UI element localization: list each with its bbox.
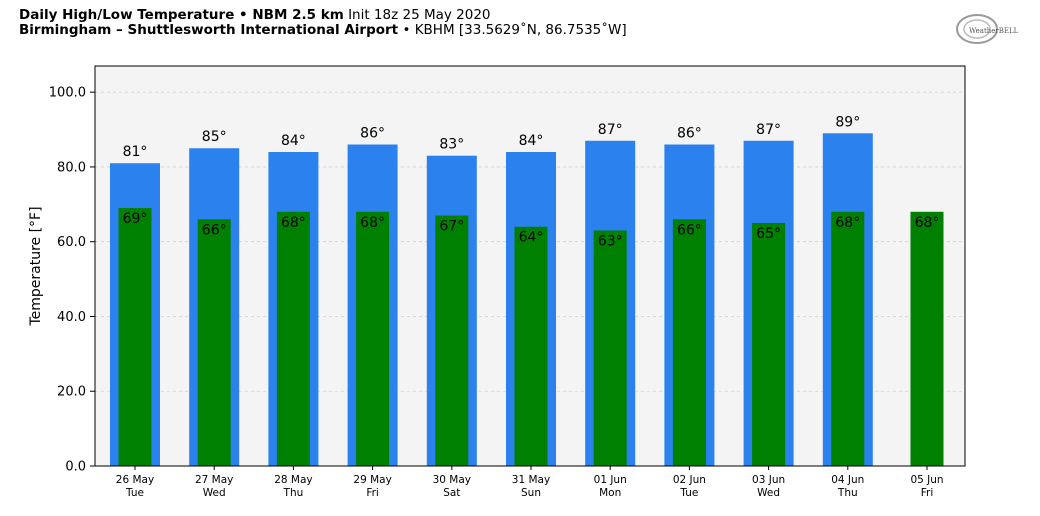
high-temp-label: 86° [677, 126, 702, 142]
init-time: Init 18z 25 May 2020 [348, 7, 491, 23]
y-tick-label: 60.0 [57, 235, 86, 250]
y-axis: 0.0 20.0 40.0 60.0 80.0 100.0 [49, 86, 95, 475]
x-tick-date: 31 May [512, 474, 550, 486]
x-tick-date: 05 Jun [910, 474, 943, 486]
low-temp-bar [752, 223, 786, 466]
x-tick-day: Fri [366, 487, 379, 499]
low-temp-label: 65° [756, 226, 781, 242]
high-temp-label: 85° [202, 129, 227, 145]
high-temp-label: 89° [835, 114, 860, 130]
low-temp-label: 67° [439, 219, 464, 235]
high-temp-label: 81° [123, 144, 148, 160]
y-tick-label: 80.0 [57, 160, 86, 175]
x-tick-day: Thu [837, 487, 858, 499]
high-temp-label: 84° [519, 133, 544, 149]
x-tick-day: Mon [599, 487, 621, 499]
location-line: Birmingham – Shuttlesworth International… [19, 23, 627, 38]
low-temp-bar [910, 211, 944, 466]
location-coordinates: • KBHM [33.5629˚N, 86.7535˚W] [402, 22, 627, 38]
low-temp-bar [593, 230, 627, 466]
high-temp-label: 87° [598, 122, 623, 138]
x-tick-date: 04 Jun [831, 474, 864, 486]
bar-value-labels: 81° 69° 85° 66° 84° 68° 86° 68° 83° 67° 84° 64° 87° 6… [123, 114, 940, 249]
low-temp-label: 69° [123, 211, 148, 227]
low-temp-bar [672, 219, 706, 466]
chart-title-line: Daily High/Low Temperature • NBM 2.5 km … [19, 8, 627, 23]
x-tick-day: Fri [921, 487, 934, 499]
x-tick-day: Wed [757, 487, 780, 499]
weatherbell-logo: WeatherBELL [956, 14, 1019, 44]
x-tick-day: Tue [679, 487, 698, 499]
low-temp-label: 68° [281, 215, 306, 231]
chart-title: Daily High/Low Temperature • NBM 2.5 km [19, 7, 344, 23]
x-tick-day: Wed [203, 487, 226, 499]
high-temp-label: 83° [439, 137, 464, 153]
y-tick-label: 20.0 [57, 385, 86, 400]
x-tick-date: 26 May [116, 474, 154, 486]
location-name: Birmingham – Shuttlesworth International… [19, 22, 399, 38]
y-axis-label: Temperature [°F] [28, 206, 44, 326]
x-tick-date: 27 May [195, 474, 233, 486]
high-temp-label: 87° [756, 122, 781, 138]
y-tick-label: 0.0 [65, 460, 86, 475]
low-temp-label: 66° [202, 222, 227, 238]
low-temp-bar [514, 226, 548, 466]
y-tick-label: 40.0 [57, 310, 86, 325]
low-temp-bar [831, 211, 865, 466]
low-temp-bar [197, 219, 231, 466]
chart-header: Daily High/Low Temperature • NBM 2.5 km … [19, 8, 627, 38]
x-tick-date: 02 Jun [673, 474, 706, 486]
x-tick-date: 28 May [274, 474, 312, 486]
high-temp-label: 84° [281, 133, 306, 149]
x-tick-date: 01 Jun [594, 474, 627, 486]
low-temp-bar [356, 211, 390, 466]
y-tick-label: 100.0 [49, 86, 86, 101]
low-temp-bar [118, 208, 152, 466]
low-temp-label: 63° [598, 233, 623, 249]
x-tick-day: Tue [125, 487, 144, 499]
x-tick-day: Sun [521, 487, 541, 499]
plot-frame [94, 65, 966, 467]
x-tick-day: Thu [283, 487, 304, 499]
high-temp-label: 86° [360, 126, 385, 142]
x-tick-date: 03 Jun [752, 474, 785, 486]
x-tick-day: Sat [443, 487, 460, 499]
x-tick-date: 30 May [433, 474, 471, 486]
low-temp-bar [435, 215, 469, 466]
low-temp-label: 64° [519, 230, 544, 246]
logo-text: WeatherBELL [969, 27, 1019, 35]
low-temp-bar [276, 211, 310, 466]
bars [110, 133, 944, 467]
low-temp-label: 68° [835, 215, 860, 231]
low-temp-label: 68° [915, 215, 940, 231]
low-temp-label: 68° [360, 215, 385, 231]
x-tick-date: 29 May [353, 474, 391, 486]
low-temp-label: 66° [677, 222, 702, 238]
